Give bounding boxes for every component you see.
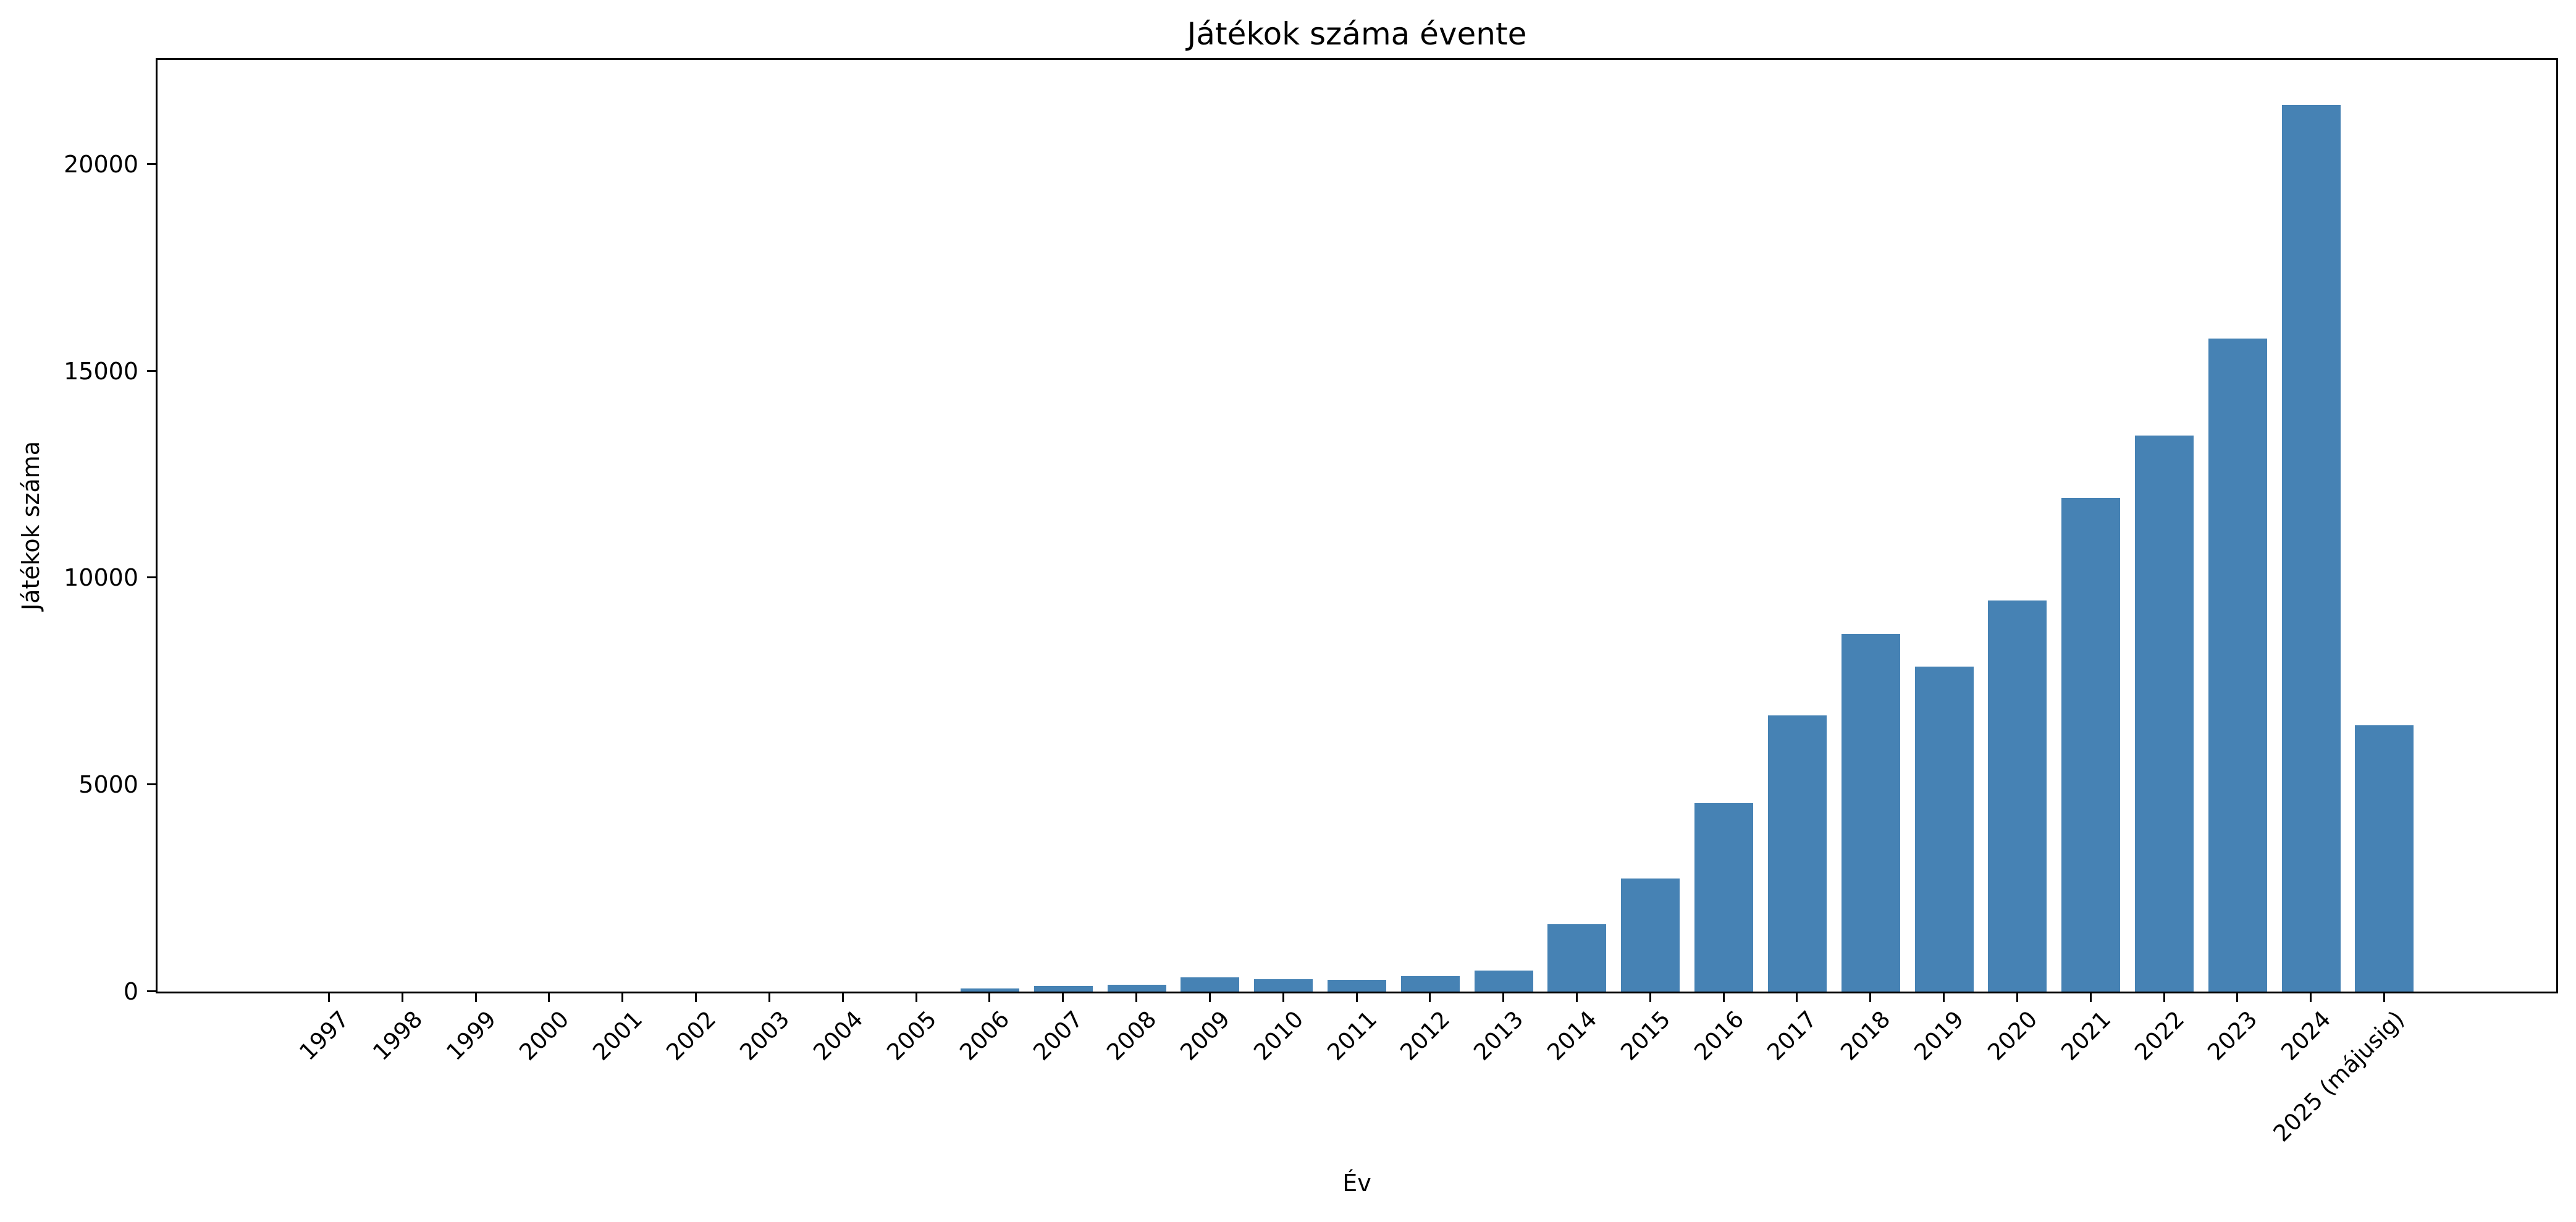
x-tick-label: 2007 [1028,1005,1088,1066]
x-tick-mark [1869,993,1872,1002]
x-tick-label: 2004 [808,1005,869,1066]
y-tick-mark [147,576,156,579]
plot-area [156,58,2558,993]
x-tick-mark [2163,993,2165,1002]
bar [2134,436,2194,992]
x-tick-mark [1355,993,1358,1002]
y-tick-label: 20000 [64,150,138,178]
x-axis-label: Év [1342,1169,1371,1197]
bar [1033,986,1093,992]
x-tick-mark [988,993,991,1002]
x-tick-mark [841,993,844,1002]
bar [2061,498,2121,992]
x-tick-label: 2003 [734,1005,795,1066]
y-tick-mark [147,783,156,786]
x-tick-label: 2006 [954,1005,1015,1066]
x-tick-label: 2008 [1101,1005,1162,1066]
x-tick-mark [2236,993,2239,1002]
x-tick-label: 2017 [1762,1005,1822,1066]
x-tick-label: 2022 [2129,1005,2189,1066]
x-tick-label: 2013 [1468,1005,1529,1066]
x-tick-label: 2010 [1248,1005,1308,1066]
y-tick-mark [147,990,156,992]
x-tick-label: 2020 [1982,1005,2043,1066]
bar [1547,924,1607,992]
x-tick-mark [1208,993,1211,1002]
x-tick-label: 2011 [1321,1005,1382,1066]
bar [1988,600,2047,992]
x-tick-label: 2019 [1909,1005,1969,1066]
x-tick-mark [1429,993,1431,1002]
x-tick-mark [695,993,697,1002]
x-tick-mark [1502,993,1505,1002]
bar [2208,338,2267,992]
x-tick-label: 2005 [881,1005,941,1066]
x-tick-mark [548,993,550,1002]
x-tick-mark [2383,993,2385,1002]
y-tick-mark [147,162,156,165]
bar [2355,725,2414,992]
bar [1181,977,1240,992]
x-tick-mark [1062,993,1064,1002]
bar [1621,879,1680,992]
bar [1400,976,1460,992]
y-tick-label: 0 [123,978,138,1005]
x-tick-mark [1135,993,1138,1002]
x-tick-label: 2023 [2202,1005,2263,1066]
x-tick-label: 2014 [1542,1005,1602,1066]
x-tick-label: 2025 (májusig) [2268,1005,2410,1147]
chart-title: Játékok száma évente [1187,16,1527,52]
y-tick-label: 15000 [64,357,138,385]
x-tick-mark [1796,993,1798,1002]
bar [1694,803,1754,992]
bar [1254,979,1313,992]
x-tick-label: 1997 [294,1005,355,1066]
x-tick-label: 2021 [2055,1005,2116,1066]
x-tick-mark [2310,993,2312,1002]
y-tick-mark [147,369,156,372]
x-tick-label: 2018 [1835,1005,1896,1066]
x-tick-mark [2089,993,2092,1002]
x-tick-mark [1575,993,1578,1002]
bar [1107,984,1166,992]
bar [1841,633,1900,992]
x-tick-mark [621,993,624,1002]
x-tick-mark [768,993,770,1002]
x-tick-label: 2024 [2276,1005,2336,1066]
x-tick-label: 1998 [368,1005,428,1066]
x-tick-mark [1722,993,1725,1002]
x-tick-mark [474,993,477,1002]
x-tick-label: 2016 [1688,1005,1749,1066]
bar [960,988,1019,992]
bar [1767,715,1827,992]
y-tick-label: 5000 [78,771,138,799]
x-tick-mark [1943,993,1945,1002]
x-tick-label: 2001 [587,1005,648,1066]
bar [1474,970,1533,992]
x-tick-mark [328,993,330,1002]
x-tick-mark [1282,993,1284,1002]
y-tick-label: 10000 [64,564,138,592]
x-tick-label: 2015 [1615,1005,1676,1066]
bar [2281,105,2341,992]
x-tick-label: 2000 [514,1005,575,1066]
x-tick-label: 2002 [661,1005,722,1066]
bar [1914,667,1974,992]
bar [1327,980,1387,992]
x-tick-mark [915,993,917,1002]
x-tick-label: 2012 [1395,1005,1455,1066]
x-tick-mark [2016,993,2018,1002]
x-tick-label: 2009 [1175,1005,1235,1066]
x-tick-label: 1999 [440,1005,501,1066]
x-tick-mark [401,993,403,1002]
x-tick-mark [1649,993,1651,1002]
